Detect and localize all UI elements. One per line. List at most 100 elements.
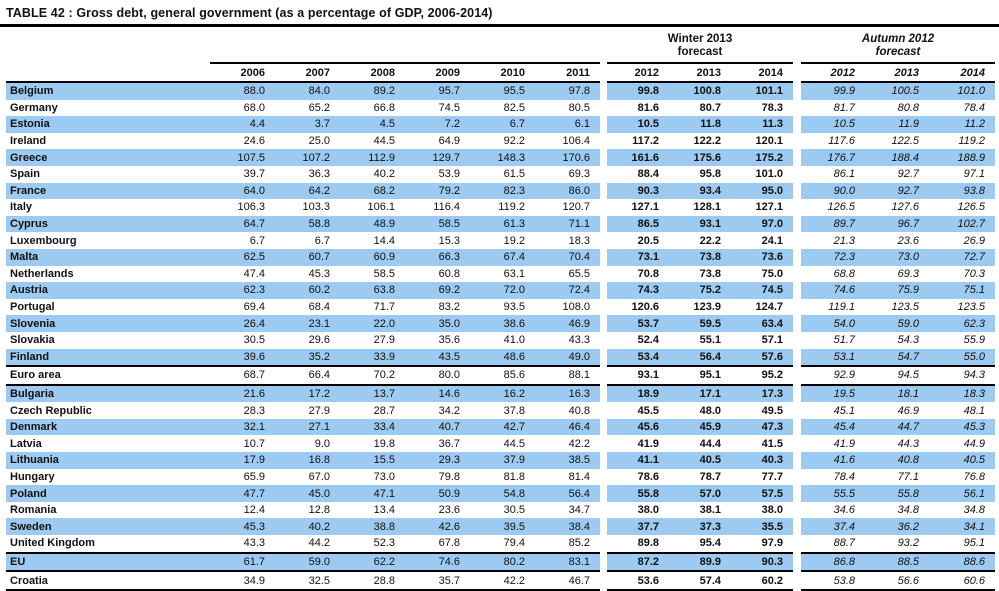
- value-cell: 17.9: [210, 452, 275, 469]
- value-cell: 97.8: [535, 82, 600, 100]
- autumn-forecast-cell: 77.1: [897, 470, 919, 483]
- year-header: 2009: [405, 62, 470, 83]
- table-row: Luxembourg 6.7 6.7 14.4 15.3 19.2 18.3 20.5 22.2…: [6, 232, 995, 249]
- autumn-forecast-cell: 40.8: [865, 452, 929, 469]
- column-gap: [600, 298, 607, 316]
- column-gap: [793, 27, 801, 63]
- value-cell: 37.9: [470, 452, 535, 469]
- autumn-forecast-cell: 55.0: [929, 348, 996, 367]
- autumn-forecast-cell: 41.9: [833, 437, 855, 450]
- table-row: Latvia 10.7 9.0 19.8 36.7 44.5 42.2 41.9 44.4 41.…: [6, 435, 995, 453]
- value-cell: 35.2: [275, 348, 340, 367]
- autumn-forecast-cell: 56.6: [865, 571, 929, 591]
- winter-forecast-cell: 57.5: [731, 485, 793, 502]
- country-cell: Slovakia: [10, 334, 55, 347]
- value-cell: 30.5: [503, 504, 525, 517]
- value-cell: 74.5: [438, 101, 460, 114]
- value-cell: 82.3: [470, 182, 535, 200]
- winter-forecast-cell: 73.6: [731, 248, 793, 266]
- table-row: Bulgaria 21.6 17.2 13.7 14.6 16.2 16.3 18.9 17.1…: [6, 384, 996, 403]
- value-cell: 103.3: [302, 201, 330, 214]
- value-cell: 34.7: [568, 504, 590, 517]
- year-header: 2010: [470, 62, 535, 83]
- value-cell: 60.8: [438, 267, 460, 280]
- autumn-forecast-cell: 117.6: [828, 135, 855, 148]
- country-cell: Malta: [6, 248, 210, 266]
- column-gap: [793, 501, 801, 519]
- value-cell: 35.0: [405, 315, 470, 332]
- winter-year-header: 2012: [607, 62, 669, 83]
- winter-forecast-cell: 93.1: [607, 365, 669, 386]
- autumn-forecast-cell: 54.3: [897, 334, 919, 347]
- table-row: United Kingdom 43.3 44.2 52.3 67.8 79.4 85.2 89…: [6, 535, 995, 553]
- value-cell: 33.4: [340, 418, 405, 436]
- winter-forecast-cell: 63.4: [731, 315, 793, 332]
- column-gap: [600, 232, 607, 249]
- autumn-forecast-cell: 34.8: [897, 504, 919, 517]
- column-gap: [600, 501, 607, 519]
- value-cell: 28.7: [373, 404, 395, 417]
- autumn-forecast-cell: 99.9: [801, 82, 865, 100]
- table-row: Estonia 4.4 3.7 4.5 7.2 6.7 6.1 10.5 11.8 11.3 10.…: [6, 116, 996, 133]
- value-cell: 43.3: [568, 334, 590, 347]
- column-gap: [600, 315, 607, 332]
- value-cell: 13.7: [340, 384, 405, 403]
- column-gap: [600, 452, 607, 469]
- value-cell: 86.0: [535, 182, 600, 200]
- column-gap: [793, 63, 801, 82]
- value-cell: 129.7: [405, 149, 470, 166]
- autumn-forecast-cell: 55.5: [801, 485, 865, 502]
- column-gap: [600, 485, 607, 502]
- value-cell: 62.5: [210, 248, 275, 266]
- value-cell: 42.6: [405, 518, 470, 536]
- column-gap: [600, 182, 607, 200]
- autumn-forecast-cell: 53.8: [801, 571, 865, 591]
- autumn-forecast-cell: 68.8: [833, 267, 855, 280]
- value-cell: 17.2: [275, 384, 340, 403]
- autumn-forecast-cell: 176.7: [801, 149, 865, 166]
- column-gap: [793, 149, 801, 166]
- column-gap: [600, 535, 607, 553]
- autumn-forecast-cell: 37.4: [801, 518, 865, 536]
- table-row: France 64.0 64.2 68.2 79.2 82.3 86.0 90.3 93.4 95…: [6, 182, 996, 200]
- country-cell: Bulgaria: [6, 384, 210, 403]
- autumn-forecast-cell: 123.5: [891, 301, 919, 314]
- value-cell: 69.4: [243, 301, 265, 314]
- winter-forecast-cell: 101.1: [731, 82, 793, 100]
- autumn-forecast-cell: 48.1: [963, 404, 986, 417]
- autumn-forecast-cell: 44.7: [865, 418, 929, 436]
- table-row: Spain 39.7 36.3 40.2 53.9 61.5 69.3 88.4 95.8 101…: [6, 165, 995, 183]
- column-gap: [600, 199, 607, 216]
- winter-forecast-cell: 123.9: [693, 301, 721, 314]
- country-cell: Denmark: [6, 418, 210, 436]
- column-gap: [793, 435, 801, 453]
- value-cell: 40.8: [568, 404, 590, 417]
- autumn-forecast-cell: 127.6: [891, 201, 919, 214]
- value-cell: 35.6: [438, 334, 460, 347]
- value-cell: 42.7: [470, 418, 535, 436]
- value-cell: 119.2: [498, 201, 525, 214]
- value-cell: 46.4: [535, 418, 600, 436]
- value-cell: 10.7: [243, 437, 265, 450]
- country-cell: Estonia: [6, 116, 210, 133]
- autumn-forecast-label-line2: forecast: [875, 46, 921, 58]
- autumn-forecast-cell: 44.3: [897, 437, 919, 450]
- winter-forecast-cell: 56.4: [669, 348, 731, 367]
- country-cell: Euro area: [6, 365, 210, 386]
- winter-forecast-cell: 93.1: [669, 215, 731, 233]
- value-cell: 27.9: [308, 404, 330, 417]
- winter-forecast-cell: 48.0: [699, 404, 721, 417]
- value-cell: 68.4: [308, 301, 330, 314]
- country-cell: France: [6, 182, 210, 200]
- column-gap: [793, 232, 801, 249]
- winter-forecast-cell: 11.8: [669, 116, 731, 133]
- column-gap: [793, 331, 801, 349]
- value-cell: 80.5: [568, 101, 590, 114]
- value-cell: 23.6: [438, 504, 460, 517]
- value-cell: 45.3: [210, 518, 275, 536]
- value-cell: 65.9: [243, 470, 265, 483]
- winter-forecast-cell: 11.3: [731, 116, 793, 133]
- table-row: Italy 106.3 103.3 106.1 116.4 119.2 120.7 127.1…: [6, 199, 995, 216]
- autumn-forecast-cell: 34.1: [929, 518, 996, 536]
- autumn-forecast-cell: 18.3: [929, 384, 996, 403]
